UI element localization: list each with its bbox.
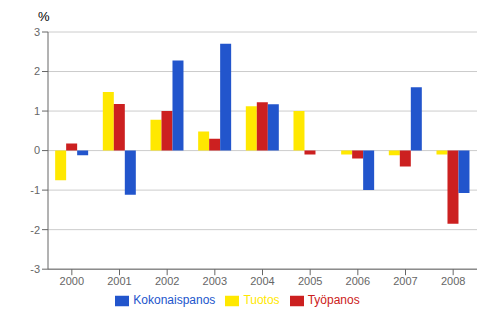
svg-text:-1: -1 <box>30 184 40 196</box>
svg-text:2005: 2005 <box>298 275 322 287</box>
svg-text:2008: 2008 <box>441 275 465 287</box>
svg-text:2002: 2002 <box>155 275 179 287</box>
svg-text:3: 3 <box>34 26 40 38</box>
svg-text:2003: 2003 <box>203 275 227 287</box>
svg-text:2: 2 <box>34 65 40 77</box>
html-text:Tuotos: Tuotos <box>243 293 280 308</box>
svg-text:0: 0 <box>34 144 40 156</box>
svg-text:-3: -3 <box>30 263 40 275</box>
svg-text:-2: -2 <box>30 224 40 236</box>
svg-text:2004: 2004 <box>250 275 274 287</box>
svg-text:1: 1 <box>34 105 40 117</box>
svg-text:2006: 2006 <box>346 275 370 287</box>
html-text:Kokonaispanos: Kokonaispanos <box>133 293 216 308</box>
svg-text:2007: 2007 <box>393 275 417 287</box>
svg-text:2001: 2001 <box>107 275 131 287</box>
html-text:Työpanos: Työpanos <box>307 293 360 308</box>
svg-text:2000: 2000 <box>60 275 84 287</box>
